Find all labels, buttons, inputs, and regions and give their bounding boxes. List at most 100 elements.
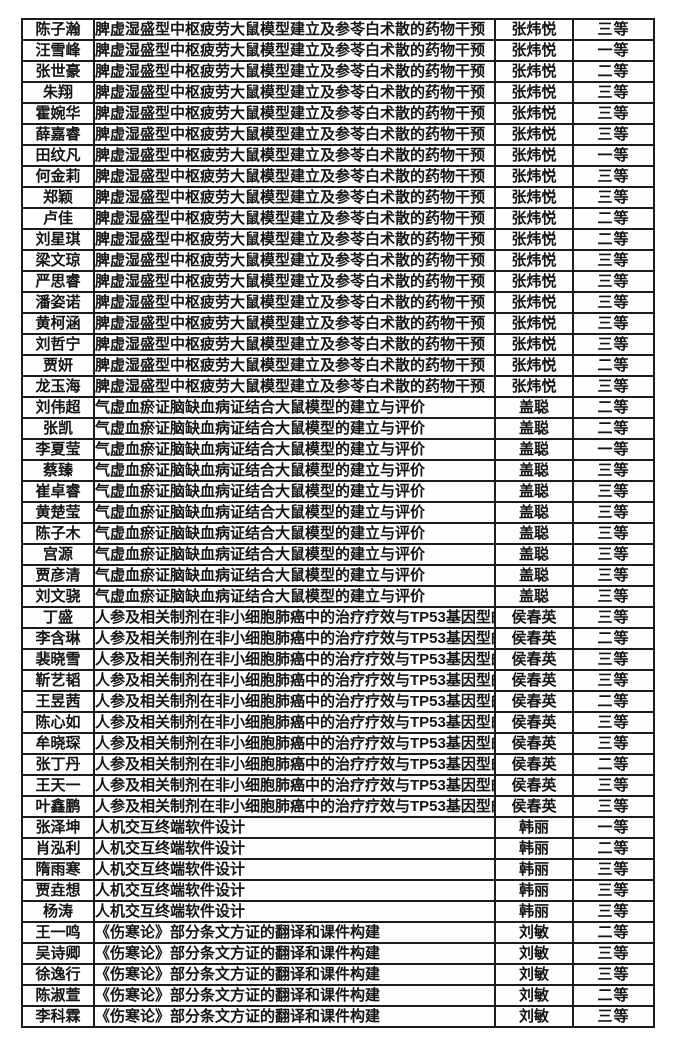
table-row: 龙玉海 脾虚湿盛型中枢疲劳大鼠模型建立及参苓白术散的药物干预 张炜悦 三等: [21, 375, 655, 398]
student-name-cell: 黄楚莹: [21, 501, 95, 524]
student-name-cell: 郑颖: [21, 186, 95, 209]
award-level-cell: 三等: [572, 81, 655, 104]
table-row: 薛嘉睿 脾虚湿盛型中枢疲劳大鼠模型建立及参苓白术散的药物干预 张炜悦 三等: [21, 123, 655, 146]
student-name-cell: 汪雪峰: [21, 39, 95, 62]
table-row: 牟晓琛 人参及相关制剂在非小细胞肺癌中的治疗疗效与TP53基因型的 侯春英 三等: [21, 732, 655, 755]
supervisor-cell: 刘敏: [494, 921, 574, 944]
supervisor-cell: 张炜悦: [494, 228, 574, 251]
award-level-cell: 二等: [572, 417, 655, 440]
award-level-cell: 二等: [572, 396, 655, 419]
student-name-cell: 李含琳: [21, 627, 95, 650]
student-name-cell: 贾垚想: [21, 879, 95, 902]
table-row: 丁盛 人参及相关制剂在非小细胞肺癌中的治疗疗效与TP53基因型的 侯春英 三等: [21, 606, 655, 629]
student-name-cell: 陈子瀚: [21, 18, 95, 41]
table-row: 肖泓利 人机交互终端软件设计 韩丽 二等: [21, 837, 655, 860]
table-row: 崔卓睿 气虚血瘀证脑缺血病证结合大鼠模型的建立与评价 盖聪 三等: [21, 480, 655, 503]
project-title-cell: 气虚血瘀证脑缺血病证结合大鼠模型的建立与评价: [93, 459, 496, 482]
student-name-cell: 霍婉华: [21, 102, 95, 125]
award-level-cell: 二等: [572, 753, 655, 776]
student-name-cell: 刘哲宁: [21, 333, 95, 356]
supervisor-cell: 张炜悦: [494, 354, 574, 377]
supervisor-cell: 盖聪: [494, 417, 574, 440]
student-name-cell: 叶鑫鹏: [21, 795, 95, 818]
supervisor-cell: 张炜悦: [494, 375, 574, 398]
award-level-cell: 三等: [572, 942, 655, 965]
student-name-cell: 田纹凡: [21, 144, 95, 167]
supervisor-cell: 侯春英: [494, 648, 574, 671]
award-level-cell: 三等: [572, 543, 655, 566]
award-level-cell: 三等: [572, 858, 655, 881]
project-title-cell: 人参及相关制剂在非小细胞肺癌中的治疗疗效与TP53基因型的: [93, 753, 496, 776]
project-title-cell: 脾虚湿盛型中枢疲劳大鼠模型建立及参苓白术散的药物干预: [93, 333, 496, 356]
supervisor-cell: 张炜悦: [494, 102, 574, 125]
award-level-cell: 三等: [572, 291, 655, 314]
project-title-cell: 《伤寒论》部分条文方证的翻译和课件构建: [93, 963, 496, 986]
table-row: 朱翔 脾虚湿盛型中枢疲劳大鼠模型建立及参苓白术散的药物干预 张炜悦 三等: [21, 81, 655, 104]
table-row: 宫源 气虚血瘀证脑缺血病证结合大鼠模型的建立与评价 盖聪 三等: [21, 543, 655, 566]
table-row: 陈子木 气虚血瘀证脑缺血病证结合大鼠模型的建立与评价 盖聪 三等: [21, 522, 655, 545]
table-row: 刘哲宁 脾虚湿盛型中枢疲劳大鼠模型建立及参苓白术散的药物干预 张炜悦 三等: [21, 333, 655, 356]
student-name-cell: 贾彦清: [21, 564, 95, 587]
project-title-cell: 脾虚湿盛型中枢疲劳大鼠模型建立及参苓白术散的药物干预: [93, 249, 496, 272]
table-row: 陈淑萱 《伤寒论》部分条文方证的翻译和课件构建 刘敏 二等: [21, 984, 655, 1007]
project-title-cell: 人机交互终端软件设计: [93, 816, 496, 839]
award-level-cell: 二等: [572, 60, 655, 83]
table-row: 张丁丹 人参及相关制剂在非小细胞肺癌中的治疗疗效与TP53基因型的 侯春英 二等: [21, 753, 655, 776]
table-row: 贾妍 脾虚湿盛型中枢疲劳大鼠模型建立及参苓白术散的药物干预 张炜悦 二等: [21, 354, 655, 377]
project-title-cell: 人参及相关制剂在非小细胞肺癌中的治疗疗效与TP53基因型的: [93, 648, 496, 671]
project-title-cell: 脾虚湿盛型中枢疲劳大鼠模型建立及参苓白术散的药物干预: [93, 144, 496, 167]
table-row: 汪雪峰 脾虚湿盛型中枢疲劳大鼠模型建立及参苓白术散的药物干预 张炜悦 一等: [21, 39, 655, 62]
student-name-cell: 丁盛: [21, 606, 95, 629]
project-title-cell: 《伤寒论》部分条文方证的翻译和课件构建: [93, 1005, 496, 1028]
table-row: 田纹凡 脾虚湿盛型中枢疲劳大鼠模型建立及参苓白术散的药物干预 张炜悦 一等: [21, 144, 655, 167]
student-name-cell: 吴诗卿: [21, 942, 95, 965]
table-row: 陈子瀚 脾虚湿盛型中枢疲劳大鼠模型建立及参苓白术散的药物干预 张炜悦 三等: [21, 18, 655, 41]
award-level-cell: 三等: [572, 732, 655, 755]
award-level-cell: 一等: [572, 816, 655, 839]
student-name-cell: 裴晓雪: [21, 648, 95, 671]
award-level-cell: 三等: [572, 648, 655, 671]
supervisor-cell: 张炜悦: [494, 39, 574, 62]
project-title-cell: 人机交互终端软件设计: [93, 858, 496, 881]
student-name-cell: 刘伟超: [21, 396, 95, 419]
student-name-cell: 牟晓琛: [21, 732, 95, 755]
award-level-cell: 二等: [572, 627, 655, 650]
table-row: 王天一 人参及相关制剂在非小细胞肺癌中的治疗疗效与TP53基因型的 侯春英 三等: [21, 774, 655, 797]
student-name-cell: 徐逸行: [21, 963, 95, 986]
student-name-cell: 薛嘉睿: [21, 123, 95, 146]
supervisor-cell: 盖聪: [494, 501, 574, 524]
student-name-cell: 宫源: [21, 543, 95, 566]
project-title-cell: 脾虚湿盛型中枢疲劳大鼠模型建立及参苓白术散的药物干预: [93, 207, 496, 230]
student-name-cell: 杨涛: [21, 900, 95, 923]
supervisor-cell: 张炜悦: [494, 123, 574, 146]
award-level-cell: 三等: [572, 102, 655, 125]
supervisor-cell: 盖聪: [494, 522, 574, 545]
student-name-cell: 潘姿诺: [21, 291, 95, 314]
supervisor-cell: 张炜悦: [494, 333, 574, 356]
student-name-cell: 张凯: [21, 417, 95, 440]
award-level-cell: 三等: [572, 333, 655, 356]
project-title-cell: 气虚血瘀证脑缺血病证结合大鼠模型的建立与评价: [93, 522, 496, 545]
supervisor-cell: 盖聪: [494, 480, 574, 503]
project-title-cell: 《伤寒论》部分条文方证的翻译和课件构建: [93, 942, 496, 965]
award-level-cell: 三等: [572, 564, 655, 587]
project-title-cell: 脾虚湿盛型中枢疲劳大鼠模型建立及参苓白术散的药物干预: [93, 123, 496, 146]
student-name-cell: 何金莉: [21, 165, 95, 188]
award-level-cell: 三等: [572, 249, 655, 272]
supervisor-cell: 张炜悦: [494, 165, 574, 188]
supervisor-cell: 刘敏: [494, 942, 574, 965]
award-level-cell: 三等: [572, 669, 655, 692]
project-title-cell: 气虚血瘀证脑缺血病证结合大鼠模型的建立与评价: [93, 585, 496, 608]
project-title-cell: 脾虚湿盛型中枢疲劳大鼠模型建立及参苓白术散的药物干预: [93, 18, 496, 41]
table-row: 贾垚想 人机交互终端软件设计 韩丽 三等: [21, 879, 655, 902]
project-title-cell: 人参及相关制剂在非小细胞肺癌中的治疗疗效与TP53基因型的: [93, 795, 496, 818]
award-level-cell: 三等: [572, 1005, 655, 1028]
table-row: 卢佳 脾虚湿盛型中枢疲劳大鼠模型建立及参苓白术散的药物干预 张炜悦 二等: [21, 207, 655, 230]
supervisor-cell: 侯春英: [494, 774, 574, 797]
table-row: 徐逸行 《伤寒论》部分条文方证的翻译和课件构建 刘敏 三等: [21, 963, 655, 986]
project-title-cell: 气虚血瘀证脑缺血病证结合大鼠模型的建立与评价: [93, 501, 496, 524]
supervisor-cell: 侯春英: [494, 753, 574, 776]
supervisor-cell: 韩丽: [494, 879, 574, 902]
student-name-cell: 刘星琪: [21, 228, 95, 251]
table-row: 刘伟超 气虚血瘀证脑缺血病证结合大鼠模型的建立与评价 盖聪 二等: [21, 396, 655, 419]
